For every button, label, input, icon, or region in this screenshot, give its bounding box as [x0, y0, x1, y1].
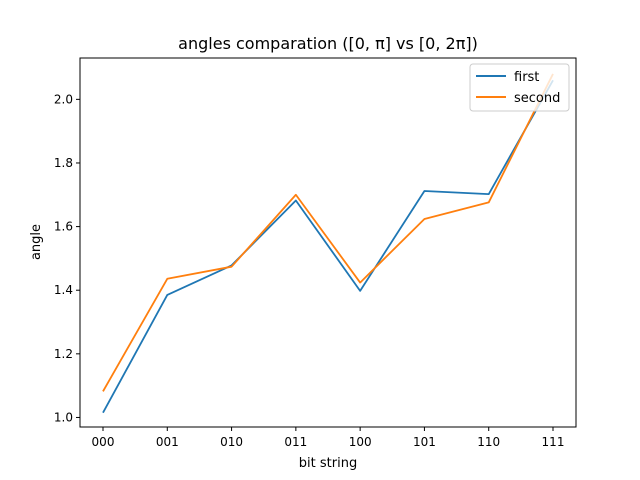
series-line-first — [102, 79, 554, 414]
x-tick-label: 111 — [542, 435, 565, 449]
y-axis: 1.0 1.2 1.4 1.6 1.8 2.0 — [54, 92, 80, 424]
y-tick-label: 1.6 — [54, 220, 73, 234]
y-tick-label: 1.2 — [54, 347, 73, 361]
x-tick-label: 010 — [220, 435, 243, 449]
x-axis: 000 001 010 011 100 101 110 111 — [92, 427, 565, 449]
legend-label-second: second — [514, 91, 560, 106]
legend: first second — [469, 63, 570, 112]
series-layer — [102, 73, 554, 414]
x-tick-label: 100 — [349, 435, 372, 449]
series-line-second — [102, 73, 554, 392]
y-tick-label: 1.0 — [54, 410, 73, 424]
y-tick-label: 1.8 — [54, 156, 73, 170]
chart-title: angles comparation ([0, π] vs [0, 2π]) — [178, 34, 478, 53]
x-tick-label: 101 — [413, 435, 436, 449]
plot-frame — [79, 57, 577, 428]
y-tick-label: 2.0 — [54, 92, 73, 106]
x-tick-label: 011 — [284, 435, 307, 449]
x-tick-label: 110 — [477, 435, 500, 449]
x-tick-label: 001 — [156, 435, 179, 449]
x-tick-label: 000 — [92, 435, 115, 449]
legend-label-first: first — [514, 70, 539, 85]
y-axis-label: angle — [29, 224, 44, 260]
x-axis-label: bit string — [299, 456, 357, 471]
plot-area — [79, 57, 577, 428]
y-tick-label: 1.4 — [54, 283, 73, 297]
